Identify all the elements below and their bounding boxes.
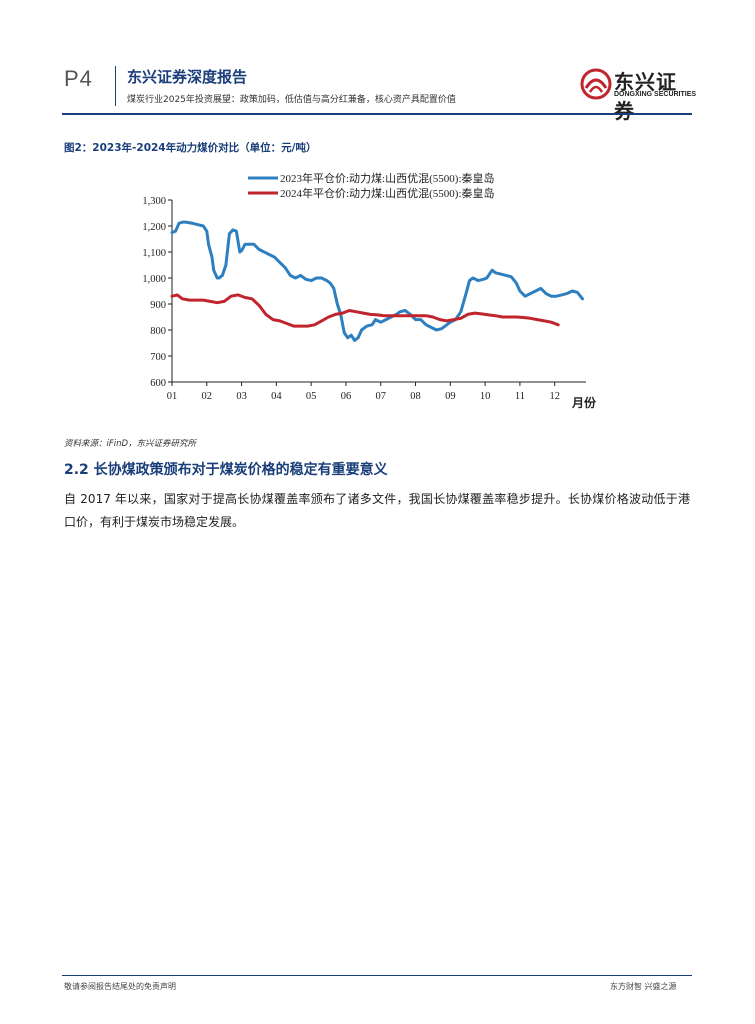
x-tick-label: 03 [236, 391, 247, 402]
y-tick-label: 600 [150, 378, 166, 389]
footer-rule [62, 975, 692, 976]
x-tick-label: 09 [445, 391, 456, 402]
coal-price-line-chart: 2023年平仓价:动力煤:山西优混(5500):秦皇岛 2024年平仓价:动力煤… [142, 171, 597, 410]
x-tick-label: 04 [271, 391, 282, 402]
y-tick-label: 1,200 [142, 222, 166, 233]
footer-disclaimer: 敬请参阅报告结尾处的免责声明 [64, 982, 176, 991]
x-tick-label: 01 [167, 391, 178, 402]
y-tick-label: 900 [150, 300, 166, 311]
legend-label-2023: 2023年平仓价:动力煤:山西优混(5500):秦皇岛 [280, 171, 495, 185]
company-logo: 东兴证券 DONGXING SECURITIES [580, 66, 696, 123]
footer-slogan: 东方财智 兴盛之源 [610, 982, 677, 991]
report-title: 东兴证券深度报告 [127, 68, 248, 86]
report-subtitle: 煤炭行业2025年投资展望：政策加码，低估值与高分红兼备，核心资产具配置价值 [127, 95, 456, 105]
chart-legend: 2023年平仓价:动力煤:山西优混(5500):秦皇岛 2024年平仓价:动力煤… [248, 171, 495, 200]
x-tick-label: 06 [341, 391, 352, 402]
chart-axes: 600 700 800 900 1,000 1,100 1,200 1,300 01 02 03 04… [142, 196, 597, 410]
y-tick-label: 800 [150, 326, 166, 337]
logo-text-en: DONGXING SECURITIES [614, 91, 697, 98]
series-line-2024 [170, 293, 560, 328]
page-number: P4 [64, 66, 93, 91]
chart-series [170, 220, 584, 342]
y-tick-label: 1,100 [142, 248, 166, 259]
figure-source: 资料来源：iFinD，东兴证券研究所 [64, 439, 197, 449]
x-axis-label: 月份 [571, 395, 597, 410]
y-tick-label: 700 [150, 352, 166, 363]
y-tick-label: 1,300 [142, 196, 166, 207]
x-tick-label: 11 [515, 391, 525, 402]
x-tick-label: 12 [549, 391, 560, 402]
series-line-2023 [170, 220, 584, 342]
x-tick-label: 02 [202, 391, 213, 402]
legend-label-2024: 2024年平仓价:动力煤:山西优混(5500):秦皇岛 [280, 186, 495, 200]
x-tick-label: 10 [480, 391, 491, 402]
header-separator [115, 66, 116, 106]
logo-text-cn: 东兴证券 [614, 70, 677, 123]
y-tick-label: 1,000 [142, 274, 166, 285]
section-heading: 2.2 长协煤政策颁布对于煤炭价格的稳定有重要意义 [64, 462, 388, 478]
logo-mark-icon [580, 68, 612, 100]
x-tick-label: 08 [410, 391, 421, 402]
x-tick-label: 07 [375, 391, 386, 402]
figure-title: 图2：2023年-2024年动力煤价对比（单位：元/吨） [64, 142, 317, 154]
x-tick-label: 05 [306, 391, 317, 402]
body-paragraph: 自 2017 年以来，国家对于提高长协煤覆盖率颁布了诸多文件，我国长协煤覆盖率稳… [64, 492, 690, 529]
header-rule [62, 113, 692, 115]
